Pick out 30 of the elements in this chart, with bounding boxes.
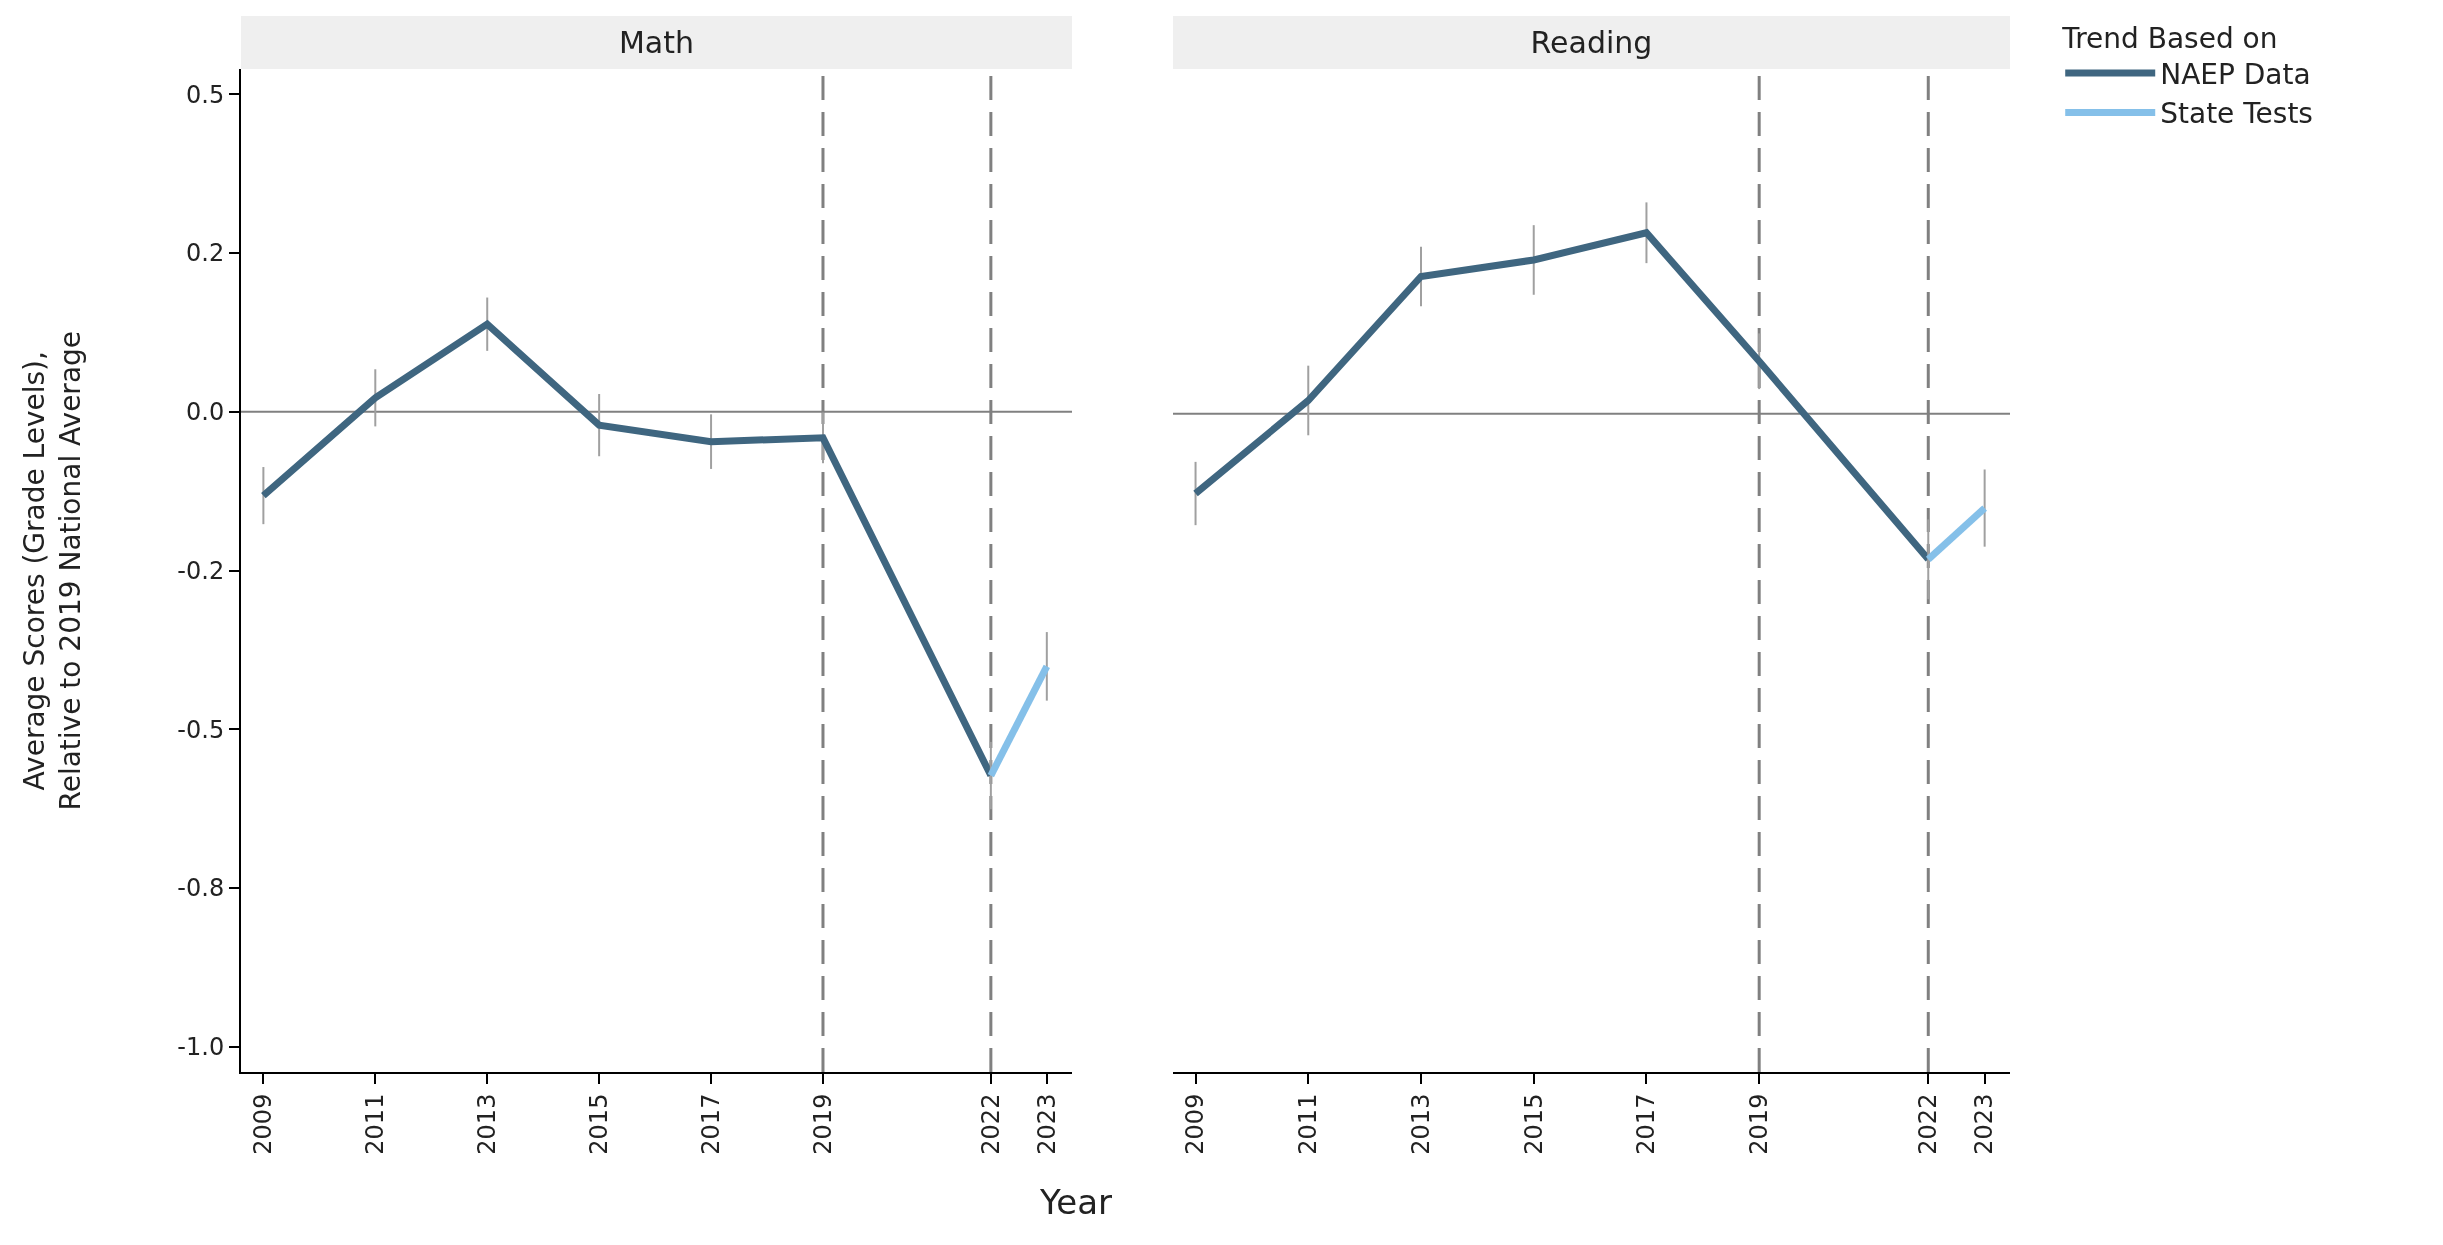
header-strip: Reading (1173, 16, 2010, 69)
x-tick-label: 2023 (1970, 1093, 1999, 1155)
y-tick-label: -0.2 (177, 556, 225, 585)
x-tick-label: 2019 (808, 1093, 837, 1155)
x-tick-label: 2017 (1632, 1093, 1661, 1155)
x-tick-label: 2022 (976, 1093, 1005, 1155)
legend-label: State Tests (2160, 97, 2313, 131)
x-tick-label: 2023 (1032, 1093, 1061, 1155)
y-tick-label: 0.5 (186, 80, 225, 109)
x-tick-label: 2011 (361, 1093, 390, 1155)
header-strip: Math (241, 16, 1072, 69)
x-tick-label: 2009 (1181, 1093, 1210, 1155)
legend-title: Trend Based on (2061, 22, 2278, 56)
y-tick-label: 0.2 (186, 239, 225, 268)
legend-label: NAEP Data (2160, 58, 2311, 92)
y-tick-label: 0.0 (186, 398, 225, 427)
x-tick-label: 2015 (584, 1093, 613, 1155)
y-tick-label: -0.8 (177, 874, 225, 903)
x-tick-label: 2019 (1744, 1093, 1773, 1155)
x-tick-label: 2015 (1519, 1093, 1548, 1155)
x-tick-label: 2009 (249, 1093, 278, 1155)
x-tick-label: 2017 (696, 1093, 725, 1155)
x-tick-label: 2013 (1406, 1093, 1435, 1155)
y-tick-label: -1.0 (177, 1033, 225, 1062)
y-tick-label: -0.5 (177, 715, 225, 744)
x-tick-label: 2011 (1294, 1093, 1323, 1155)
x-tick-label: 2013 (473, 1093, 502, 1155)
y-axis-title: Average Scores (Grade Levels), Relative to 2019 National Average (17, 330, 87, 811)
x-axis-title: Year (1039, 1182, 1113, 1222)
x-tick-label: 2022 (1914, 1093, 1943, 1155)
